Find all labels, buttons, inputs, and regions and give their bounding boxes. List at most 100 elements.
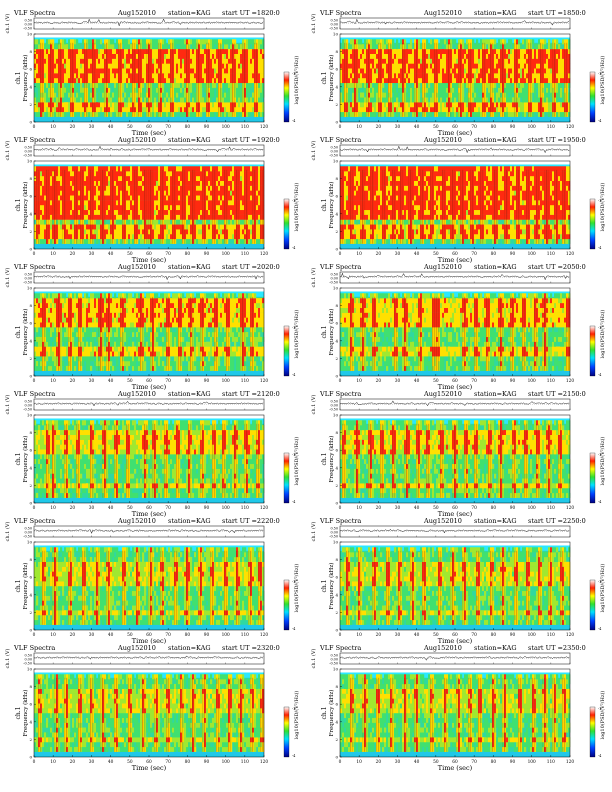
spectrogram-cell — [472, 78, 475, 84]
spectrogram-cell — [256, 48, 259, 54]
x-tick-label: 50 — [127, 125, 133, 130]
spectrogram-cell — [192, 214, 195, 220]
spectrogram-cell — [134, 102, 137, 108]
spectrogram-cell — [72, 171, 75, 177]
spectrogram-cell — [540, 82, 543, 88]
spectrogram-cell — [54, 68, 57, 74]
spectrogram-cell — [422, 73, 425, 79]
spectrogram-cell — [96, 78, 99, 84]
spectrogram-cell — [514, 87, 517, 93]
spectrogram-cell — [346, 44, 349, 50]
sferic-streak — [422, 42, 424, 117]
spectrogram-cell — [130, 229, 133, 235]
spectrogram-cell — [122, 229, 125, 235]
spectrogram-cell — [46, 166, 49, 172]
spectrogram-cell — [64, 39, 67, 45]
spectrogram-cell — [474, 102, 477, 108]
spectrogram-cell — [84, 224, 87, 230]
spectrogram-cell — [170, 111, 173, 117]
spectrogram-cell — [398, 87, 401, 93]
spectrogram-cell — [236, 53, 239, 59]
spectrogram-cell — [568, 111, 571, 117]
spectrogram-cell — [108, 229, 111, 235]
sferic-streak — [92, 169, 94, 244]
spectrogram-cell — [166, 48, 169, 54]
spectrogram-cell — [180, 195, 183, 201]
spectrogram-cell — [146, 63, 149, 69]
spectrogram-cell — [372, 53, 375, 59]
spectrogram-cell — [74, 185, 77, 191]
spectrogram-cell — [80, 87, 83, 93]
spectrogram-cell — [382, 44, 385, 50]
spectrogram-cell — [410, 68, 413, 74]
spectrogram-cell — [108, 92, 111, 98]
spectrogram-cell — [382, 39, 385, 45]
spectrogram-cell — [144, 171, 147, 177]
spectrogram-cell — [168, 229, 171, 235]
spectrogram-cell — [394, 58, 397, 64]
spectrogram-cell — [202, 68, 205, 74]
spectrogram-cell — [174, 234, 177, 240]
spectrogram-cell — [506, 44, 509, 50]
spectrogram-cell — [562, 102, 565, 108]
spectrogram-cell — [68, 102, 71, 108]
spectrogram-cell — [374, 53, 377, 59]
spectrogram-cell — [46, 190, 49, 196]
spectrogram-cell — [38, 87, 41, 93]
spectrogram-cell — [374, 87, 377, 93]
spectrogram-cell — [388, 73, 391, 79]
spectrogram-cell — [240, 73, 243, 79]
spectrogram-cell — [40, 180, 43, 186]
spectrogram-cell — [348, 102, 351, 108]
spectrogram-cell — [242, 48, 245, 54]
spectrogram-cell — [442, 87, 445, 93]
spectrogram-cell — [48, 195, 51, 201]
spectrogram-cell — [494, 53, 497, 59]
spectrogram-cell — [182, 58, 185, 64]
spectrogram-cell — [546, 92, 549, 98]
spectrogram-cell — [530, 78, 533, 84]
spectrogram-cell — [176, 190, 179, 196]
spectrogram-cell — [464, 48, 467, 54]
spectrogram-cell — [252, 58, 255, 64]
spectrogram-cell — [230, 44, 233, 50]
spectrogram-cell — [376, 82, 379, 88]
spectrogram-cell — [224, 78, 227, 84]
spectrogram-cell — [154, 39, 157, 45]
spectrogram-cell — [166, 185, 169, 191]
colorbar-label: log10(PSD/(V²/Hz)) — [293, 56, 300, 105]
spectrogram-cell — [412, 78, 415, 84]
spectrogram-cell — [148, 58, 151, 64]
spectrogram-cell — [462, 68, 465, 74]
spectrogram-cell — [360, 39, 363, 45]
spectrogram-cell — [474, 68, 477, 74]
spectrogram-cell — [160, 229, 163, 235]
spectrogram-cell — [158, 87, 161, 93]
spectrogram-cell — [490, 73, 493, 79]
spectrogram-cell — [96, 175, 99, 181]
spectrogram-cell — [176, 200, 179, 206]
spectrogram-cell — [174, 219, 177, 225]
spectrogram-cell — [548, 44, 551, 50]
spectrogram-cell — [110, 219, 113, 225]
spectrogram-cell — [448, 68, 451, 74]
spectrogram-cell — [344, 63, 347, 69]
spectrogram-cell — [180, 97, 183, 103]
spectrogram-cell — [138, 166, 141, 172]
spectrogram-cell — [510, 78, 513, 84]
spectrogram-cell — [172, 58, 175, 64]
spectrogram-cell — [152, 58, 155, 64]
spectrogram-cell — [106, 68, 109, 74]
spectrogram-cell — [502, 63, 505, 69]
spectrogram-cell — [158, 180, 161, 186]
spectrogram-cell — [482, 39, 485, 45]
spectrogram-cell — [192, 205, 195, 211]
spectrogram-cell — [64, 92, 67, 98]
spectrogram-cell — [50, 175, 53, 181]
spectrogram-cell — [254, 73, 257, 79]
spectrogram-cell — [536, 78, 539, 84]
spectrogram-cell — [142, 200, 145, 206]
spectrogram-cell — [200, 53, 203, 59]
spectrogram-cell — [108, 175, 111, 181]
spectrogram-cell — [46, 111, 49, 117]
